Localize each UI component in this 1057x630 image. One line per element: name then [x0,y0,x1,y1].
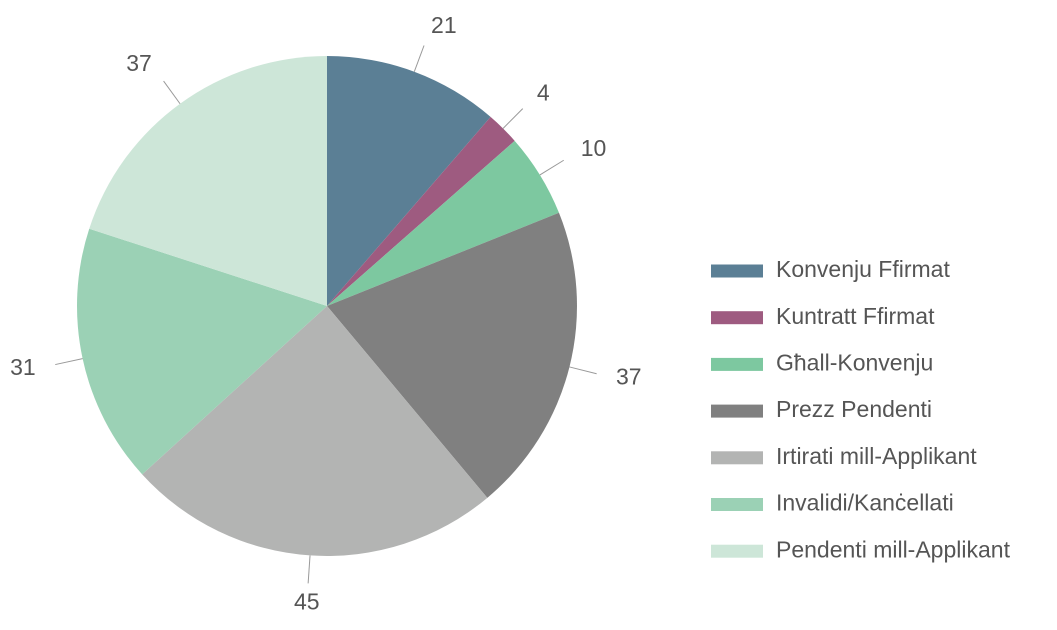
legend-label: Kuntratt Ffirmat [776,303,935,329]
legend-label: Irtirati mill-Applikant [776,443,977,469]
data-label: 31 [10,354,36,380]
legend-swatch [711,498,763,511]
leader-line [307,555,311,584]
leader-line [569,366,597,375]
data-label: 37 [126,50,152,76]
pie-slice [77,228,328,475]
pie-slice [327,212,577,498]
legend-label: Konvenju Ffirmat [776,256,950,282]
leader-line [413,45,425,72]
pie-slice [142,306,488,556]
data-label: 4 [537,79,550,105]
legend-label: Prezz Pendenti [776,396,932,422]
data-label: 37 [616,364,642,390]
legend-swatch [711,357,763,371]
leader-line [539,159,564,176]
pie-slice [327,140,559,306]
leader-line [502,108,524,129]
pie-slice [327,56,491,306]
leader-line [163,80,181,105]
legend-swatch [711,264,763,278]
leader-line [55,358,83,366]
data-label: 21 [431,12,457,38]
legend-label: Invalidi/Kanċellati [776,490,954,516]
data-label: 10 [581,135,607,161]
legend-swatch [711,404,763,418]
legend-label: Pendenti mill-Applikant [776,536,1011,562]
legend-swatch [711,544,763,558]
pie-slice [89,56,327,306]
pie-slice [327,116,515,306]
legend-label: Għall-Konvenju [776,349,933,375]
legend-swatch [711,451,763,465]
legend-swatch [711,311,763,325]
data-label: 45 [294,588,320,614]
